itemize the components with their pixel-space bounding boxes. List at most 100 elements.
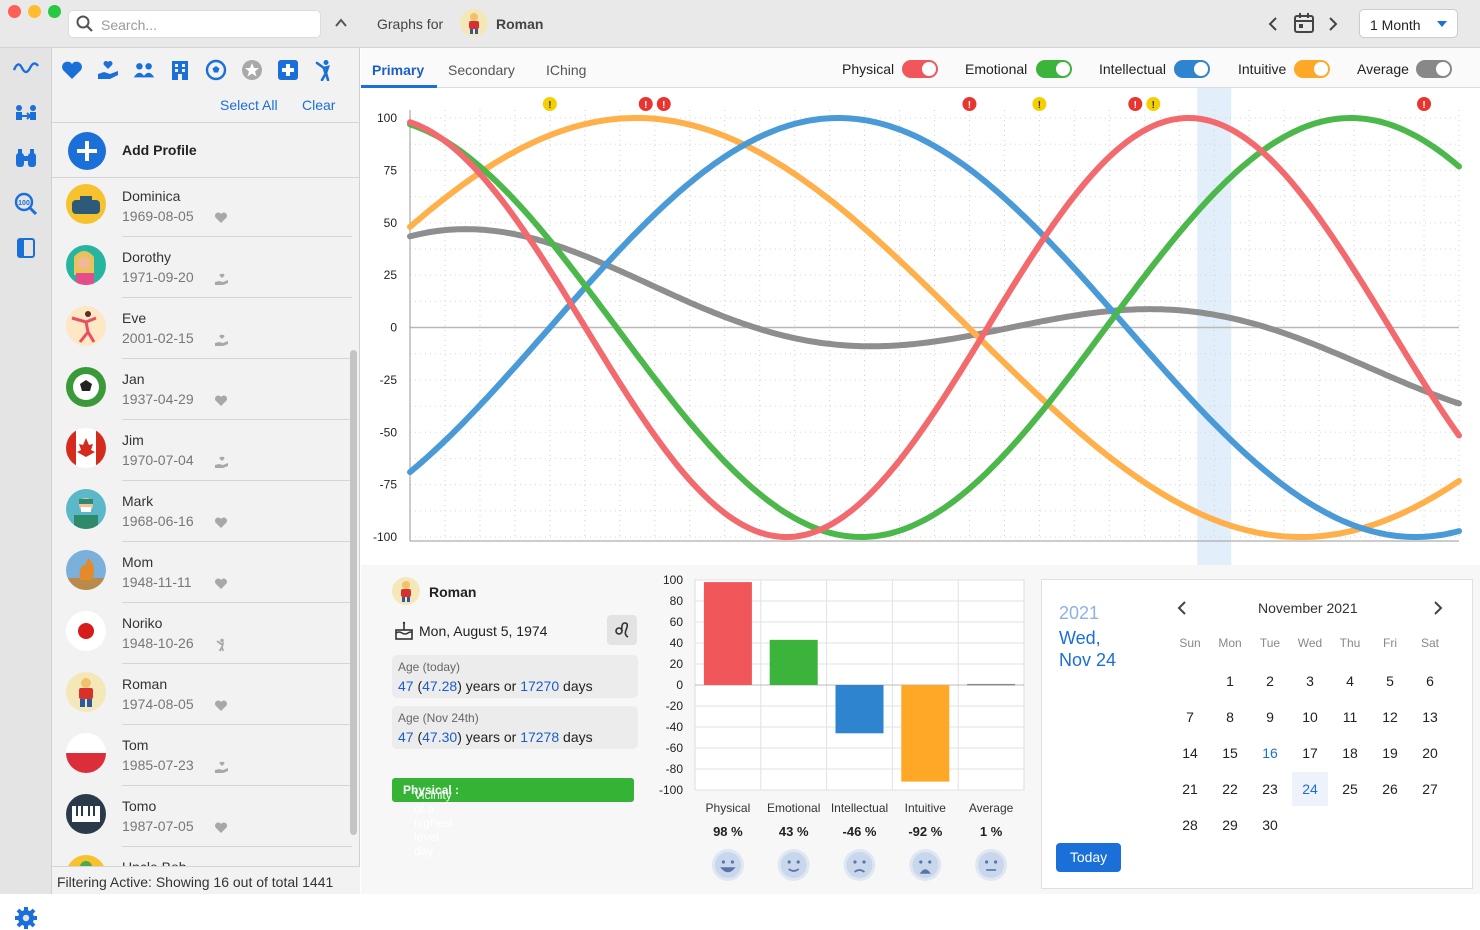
people-icon[interactable]	[132, 58, 156, 82]
calendar-day[interactable]: 6	[1426, 673, 1434, 689]
add-profile-button[interactable]: Add Profile	[122, 142, 197, 158]
bar[interactable]	[769, 639, 818, 685]
calendar-year[interactable]: 2021	[1059, 603, 1100, 623]
critical-alert-icon[interactable]: !	[1417, 97, 1432, 111]
emotional-toggle[interactable]	[1036, 60, 1072, 78]
calendar-day[interactable]: 24	[1292, 772, 1328, 806]
calendar-day[interactable]: 4	[1346, 673, 1354, 689]
search-input[interactable]: Search...	[68, 10, 321, 38]
scrollbar[interactable]	[350, 350, 357, 835]
heart-icon[interactable]	[60, 58, 84, 82]
critical-alert-icon[interactable]: !	[638, 97, 653, 111]
calendar-day[interactable]: 20	[1422, 745, 1438, 761]
calendar-day[interactable]: 3	[1306, 673, 1314, 689]
profile-row[interactable]: Tom 1985-07-23	[52, 727, 352, 788]
average-toggle[interactable]	[1416, 60, 1452, 78]
calendar-day[interactable]: 29	[1222, 817, 1238, 833]
select-all-button[interactable]: Select All	[220, 97, 278, 113]
book-icon[interactable]	[10, 232, 42, 264]
hand-heart-icon[interactable]	[96, 58, 120, 82]
calendar-day[interactable]: 8	[1226, 709, 1234, 725]
bar[interactable]	[967, 683, 1016, 686]
star-icon[interactable]	[240, 58, 264, 82]
warning-alert-icon[interactable]: !	[1032, 97, 1047, 111]
profile-row[interactable]: Mom 1948-11-11	[52, 544, 352, 605]
profile-row[interactable]: Noriko 1948-10-26	[52, 605, 352, 666]
calendar-day[interactable]: 18	[1342, 745, 1358, 761]
calendar-icon[interactable]	[1293, 12, 1315, 34]
average-series-line[interactable]	[407, 226, 1462, 407]
calendar-day[interactable]: 25	[1342, 781, 1358, 797]
calendar-day[interactable]: 12	[1382, 709, 1398, 725]
percentage-search-icon[interactable]: 100	[10, 188, 42, 220]
soccer-ball-icon[interactable]	[204, 58, 228, 82]
profile-row[interactable]: Jim 1970-07-04	[52, 422, 352, 483]
calendar-day[interactable]: 22	[1222, 781, 1238, 797]
medical-cross-icon[interactable]	[276, 58, 300, 82]
calendar-day[interactable]: 9	[1266, 709, 1274, 725]
chevron-left-icon[interactable]	[1176, 600, 1188, 616]
calendar-day[interactable]: 30	[1262, 817, 1278, 833]
biorhythm-icon[interactable]	[10, 52, 42, 84]
calendar-day[interactable]: 17	[1302, 745, 1318, 761]
profile-row[interactable]: Jan 1937-04-29	[52, 361, 352, 422]
calendar-day[interactable]: 21	[1182, 781, 1198, 797]
binoculars-icon[interactable]	[10, 142, 42, 174]
calendar-day[interactable]: 16	[1262, 745, 1278, 761]
tab-iching[interactable]: IChing	[546, 62, 587, 78]
calendar-day[interactable]: 10	[1302, 709, 1318, 725]
physical-series-line[interactable]	[407, 115, 1462, 540]
profile-row[interactable]: Roman 1974-08-05	[52, 666, 352, 727]
add-profile-icon[interactable]	[68, 132, 106, 170]
physical-toggle[interactable]	[902, 60, 938, 78]
compatibility-icon[interactable]	[10, 98, 42, 130]
profile-row[interactable]: Dorothy 1971-09-20	[52, 239, 352, 300]
calendar-day[interactable]: 11	[1342, 709, 1358, 725]
calendar-day[interactable]: 23	[1262, 781, 1278, 797]
profile-row[interactable]: Mark 1968-06-16	[52, 483, 352, 544]
bar[interactable]	[901, 685, 950, 782]
profile-row[interactable]: Uncle Bob	[52, 849, 352, 866]
gear-icon[interactable]	[14, 906, 38, 930]
calendar-day[interactable]: 28	[1182, 817, 1198, 833]
calendar-day[interactable]: 5	[1386, 673, 1394, 689]
calendar-day[interactable]: 2	[1266, 673, 1274, 689]
clear-button[interactable]: Clear	[302, 97, 336, 113]
chevron-up-icon[interactable]	[333, 15, 349, 31]
warning-alert-icon[interactable]: !	[542, 97, 557, 111]
chevron-right-icon[interactable]	[1326, 15, 1340, 33]
calendar-day[interactable]: 27	[1422, 781, 1438, 797]
tab-secondary[interactable]: Secondary	[448, 62, 515, 78]
calendar-day[interactable]: 1	[1226, 673, 1234, 689]
leo-zodiac-icon[interactable]	[607, 615, 637, 645]
critical-alert-icon[interactable]: !	[1128, 97, 1143, 111]
emotional-series-line[interactable]	[407, 115, 1462, 540]
chevron-left-icon[interactable]	[1266, 15, 1280, 33]
profile-row[interactable]: Dominica 1969-08-05	[52, 178, 352, 239]
calendar-day[interactable]: 7	[1186, 709, 1194, 725]
critical-alert-icon[interactable]: !	[656, 97, 671, 111]
calendar-day[interactable]: 14	[1182, 745, 1198, 761]
minimize-window-button[interactable]	[28, 5, 41, 18]
critical-alert-icon[interactable]: !	[962, 97, 977, 111]
bar[interactable]	[703, 582, 752, 685]
tab-primary[interactable]: Primary	[372, 62, 425, 78]
bar[interactable]	[835, 685, 884, 734]
person-stretch-icon[interactable]	[312, 58, 336, 82]
calendar-day[interactable]: 26	[1382, 781, 1398, 797]
intellectual-toggle[interactable]	[1174, 60, 1210, 78]
intuitive-toggle[interactable]	[1294, 60, 1330, 78]
calendar-day[interactable]: 15	[1222, 745, 1238, 761]
calendar-day[interactable]: 13	[1422, 709, 1438, 725]
close-window-button[interactable]	[8, 5, 21, 18]
intuitive-series-line[interactable]	[407, 115, 1462, 540]
biorhythm-line-chart[interactable]: 1007550250-25-50-75-10012345678910111213…	[361, 88, 1480, 608]
zoom-window-button[interactable]	[48, 5, 61, 18]
profile-row[interactable]: Tomo 1987-07-05	[52, 788, 352, 849]
range-select[interactable]: 1 Month	[1359, 9, 1458, 38]
today-button[interactable]: Today	[1056, 843, 1121, 872]
calendar-day[interactable]: 19	[1382, 745, 1398, 761]
warning-alert-icon[interactable]: !	[1146, 97, 1161, 111]
chevron-right-icon[interactable]	[1432, 600, 1444, 616]
profile-row[interactable]: Eve 2001-02-15	[52, 300, 352, 361]
